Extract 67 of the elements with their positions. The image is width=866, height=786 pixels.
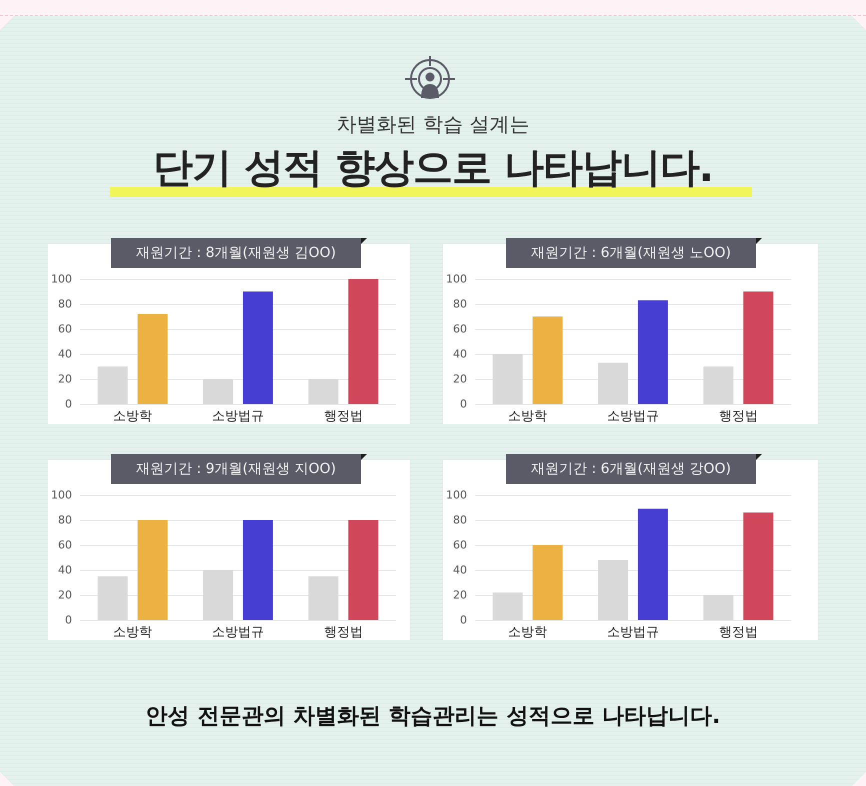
bar	[138, 520, 168, 620]
bar	[203, 570, 234, 620]
y-tick-label: 0	[460, 614, 467, 626]
bar	[532, 545, 563, 620]
chart-title: 재원기간 : 8개월(재원생 김OO)	[136, 245, 336, 261]
y-tick-label: 20	[58, 372, 72, 386]
x-tick-label: 행정법	[718, 409, 758, 424]
y-tick-label: 20	[452, 588, 467, 602]
x-tick-label: 소방법규	[212, 409, 264, 424]
bar	[492, 354, 523, 404]
y-tick-label: 100	[446, 488, 467, 502]
bar	[98, 366, 128, 404]
y-tick-label: 60	[58, 322, 72, 336]
y-tick-label: 100	[446, 272, 467, 286]
y-tick-label: 80	[58, 298, 72, 310]
bar	[98, 576, 128, 620]
bar	[638, 300, 668, 404]
bar	[348, 279, 378, 404]
bar	[743, 292, 774, 404]
bar	[348, 520, 378, 620]
x-tick-label: 소방학	[113, 409, 152, 424]
x-tick-label: 행정법	[718, 625, 758, 640]
x-tick-label: 소방학	[508, 625, 548, 640]
bar	[242, 520, 273, 620]
bar	[242, 292, 273, 404]
x-tick-label: 소방법규	[607, 409, 659, 424]
bar	[743, 512, 774, 620]
bar	[703, 595, 734, 620]
y-tick-label: 40	[452, 564, 467, 576]
y-tick-label: 0	[64, 614, 72, 626]
bar	[598, 560, 628, 620]
y-tick-label: 20	[452, 372, 467, 386]
x-tick-label: 소방법규	[607, 625, 659, 640]
bar	[138, 314, 168, 404]
bar	[598, 362, 628, 404]
bar	[638, 508, 668, 620]
text: 단기 성적 향상으로 나타납니다.	[153, 145, 713, 191]
y-tick-label: 0	[64, 398, 72, 410]
x-tick-label: 행정법	[324, 409, 363, 424]
y-tick-label: 40	[58, 348, 72, 360]
bar	[308, 576, 338, 620]
bar	[308, 379, 338, 404]
y-tick-label: 60	[452, 538, 467, 552]
y-tick-label: 60	[452, 322, 467, 336]
y-tick-label: 40	[58, 564, 72, 576]
y-tick-label: 20	[58, 588, 72, 602]
y-tick-label: 0	[460, 398, 467, 410]
y-tick-label: 100	[50, 272, 72, 286]
x-tick-label: 소방학	[113, 625, 152, 640]
y-tick-label: 100	[50, 488, 72, 502]
chart-title: 재원기간 : 6개월(재원생 강OO)	[531, 461, 731, 477]
bar	[203, 379, 234, 404]
y-tick-label: 60	[58, 538, 72, 552]
bar	[703, 366, 734, 404]
y-tick-label: 80	[452, 514, 467, 526]
chart-title: 재원기간 : 6개월(재원생 노OO)	[531, 245, 731, 261]
y-tick-label: 80	[452, 298, 467, 310]
x-tick-label: 소방법규	[212, 625, 264, 640]
x-tick-label: 행정법	[324, 625, 363, 640]
y-tick-label: 80	[58, 514, 72, 526]
bar	[492, 592, 523, 620]
y-tick-label: 40	[452, 348, 467, 360]
text: 차별화된 학습 설계는	[336, 111, 530, 138]
text: 안성 전문관의 차별화된 학습관리는 성적으로 나타납니다.	[144, 703, 722, 731]
x-tick-label: 소방학	[508, 409, 548, 424]
bar	[532, 316, 563, 404]
chart-title: 재원기간 : 9개월(재원생 지OO)	[136, 461, 336, 477]
